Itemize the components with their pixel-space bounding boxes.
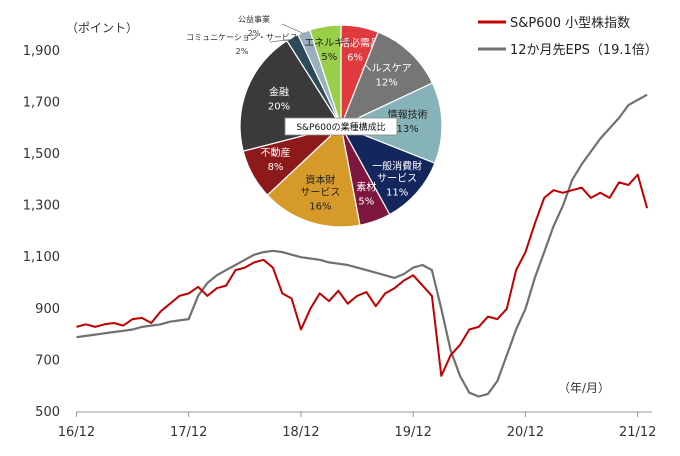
y-tick-label: 1,300 [23, 199, 60, 214]
axes: 500 700 900 1,100 1,300 1,500 1,700 1,900 16/12 1… [23, 21, 657, 440]
pie-slice-label: エネルギー [304, 37, 354, 49]
y-tick-label: 1,100 [23, 250, 60, 265]
pie-slice-value: 20% [268, 102, 290, 113]
pie-slice-value: 6% [347, 53, 363, 64]
pie-slice-value: 8% [268, 162, 284, 173]
y-tick-label: 700 [35, 353, 60, 368]
pie-slice-label: 素材 [356, 180, 376, 193]
y-tick-label: 1,900 [23, 44, 60, 59]
lines [76, 93, 649, 398]
pie-slice-label: ヘルスケア [362, 62, 412, 74]
x-tick-label: 18/12 [282, 425, 319, 440]
pie-slice-label: 不動産 [261, 146, 291, 159]
legend-label: 12か月先EPS（19.1倍） [510, 43, 658, 58]
pie-slice-value: 11% [386, 187, 408, 198]
pie-slice-label: 一般消費財 [372, 159, 422, 172]
x-tick-label: 16/12 [58, 425, 95, 440]
pie-title-box [284, 117, 398, 136]
y-tick-label: 500 [35, 405, 60, 420]
pie-title: S&P600の業種構成比 [296, 121, 385, 133]
pie-slice-label: 資本財 [305, 173, 335, 186]
x-tick-label: 21/12 [619, 425, 656, 440]
pie-slice [339, 31, 434, 128]
pie-slice-label: 金融 [269, 86, 289, 99]
x-tick-label: 20/12 [507, 425, 544, 440]
pie-slice [339, 124, 436, 216]
y-tick-label: 900 [35, 302, 60, 317]
pie-slice-label: サービス [300, 186, 340, 198]
legend: S&P600 小型株指数 12か月先EPS（19.1倍） [478, 16, 658, 58]
series-line-sp600 [76, 173, 649, 377]
pie-leader-line [281, 23, 305, 35]
legend-label: S&P600 小型株指数 [510, 16, 630, 31]
pie-slice [309, 24, 342, 127]
pie-slice-label: 情報技術 [388, 108, 428, 121]
x-tick-label: 17/12 [170, 425, 207, 440]
pie-slice-label: コミュニケーション・サービス [186, 33, 298, 42]
pie-slice-label: 生活必需品 [330, 37, 380, 50]
pie-chart: 生活必需品6%ヘルスケア12%情報技術13%一般消費財サービス11%素材5%資本… [186, 14, 443, 228]
pie-leader-line [269, 38, 294, 43]
pie-slice-label: サービス [377, 172, 417, 184]
pie-slice-value: 16% [309, 201, 331, 212]
pie-slice-label: 公益事業 [238, 14, 270, 24]
x-axis-unit: （年/月） [558, 381, 610, 395]
y-tick-label: 1,700 [23, 95, 60, 110]
pie-slice-value: 2% [248, 29, 261, 38]
pie-slice [266, 124, 361, 228]
pie-slice-value: 5% [321, 52, 337, 63]
pie-slice-value: 2% [236, 47, 249, 56]
pie-slice-value: 12% [375, 77, 397, 88]
y-tick-label: 1,500 [23, 147, 60, 162]
pie-slice-value: 13% [396, 124, 418, 135]
x-tick-label: 19/12 [394, 425, 431, 440]
pie-slice-value: 5% [358, 196, 374, 207]
y-axis-unit: （ポイント） [66, 21, 138, 35]
series-line-eps [76, 93, 648, 398]
